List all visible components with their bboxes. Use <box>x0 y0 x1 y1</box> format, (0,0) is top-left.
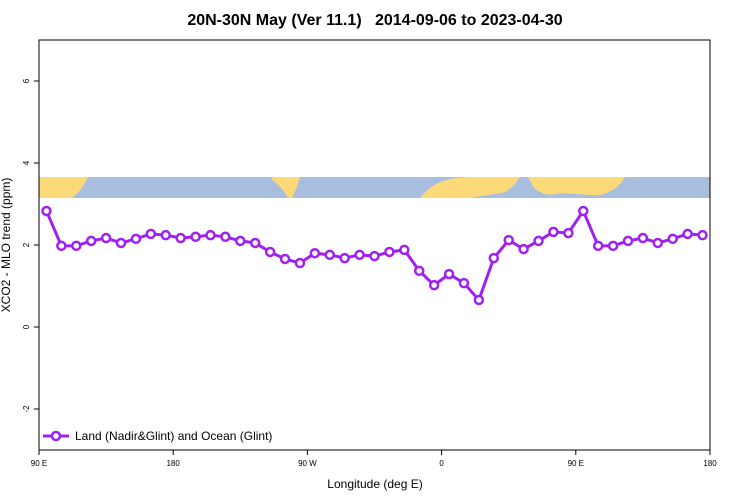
data-point <box>384 246 395 258</box>
data-point <box>682 228 693 240</box>
data-point <box>41 205 52 217</box>
data-point <box>473 294 485 306</box>
y-axis-label: XCO2 - MLO trend (ppm) <box>0 178 13 313</box>
map-band <box>39 177 710 198</box>
data-point <box>428 279 440 291</box>
data-point <box>249 237 261 249</box>
data-point <box>578 205 589 217</box>
x-tick-label: 90 E <box>31 459 47 468</box>
y-tick-label: 0 <box>22 324 31 329</box>
data-point <box>622 235 634 247</box>
data-point <box>56 240 67 252</box>
data-point <box>369 250 380 262</box>
data-point <box>592 240 604 252</box>
data-point <box>175 232 186 244</box>
data-point <box>607 240 619 252</box>
data-point <box>652 237 664 249</box>
data-point <box>115 237 127 249</box>
land <box>528 177 625 196</box>
land <box>272 177 300 198</box>
data-point <box>339 252 350 264</box>
data-point <box>130 233 142 245</box>
x-tick-label: 90 W <box>298 459 317 468</box>
data-point <box>309 247 321 259</box>
chart-title: 20N-30N May (Ver 11.1) 2014-09-06 to 202… <box>187 12 562 29</box>
land <box>420 177 520 198</box>
x-tick-label: 90 E <box>568 459 584 468</box>
data-point <box>324 249 336 261</box>
data-point <box>294 257 306 269</box>
data-point <box>488 252 500 264</box>
data-point <box>667 233 678 245</box>
y-tick-label: 4 <box>22 160 31 165</box>
data-point <box>190 231 201 243</box>
x-axis-label: Longitude (deg E) <box>327 477 422 491</box>
y-tick-label: 2 <box>22 242 31 247</box>
data-point <box>697 229 708 241</box>
data-point <box>443 268 455 280</box>
land <box>39 177 88 198</box>
data-point <box>503 234 514 246</box>
data-point <box>205 229 216 241</box>
data-point <box>279 253 291 265</box>
data-point <box>235 235 246 247</box>
data-point <box>548 226 559 238</box>
data-point <box>220 231 231 243</box>
legend-marker <box>50 430 62 442</box>
data-point <box>458 277 470 289</box>
data-point <box>518 243 529 255</box>
data-point <box>100 232 112 244</box>
data-point <box>354 249 365 261</box>
data-point <box>399 244 410 256</box>
x-tick-label: 180 <box>167 459 181 468</box>
x-tick-label: 180 <box>703 459 717 468</box>
data-point <box>533 235 544 247</box>
legend-label: Land (Nadir&Glint) and Ocean (Glint) <box>75 429 272 443</box>
data-point <box>160 229 171 241</box>
x-tick-label: 0 <box>439 459 444 468</box>
data-point <box>145 228 157 240</box>
data-point <box>71 240 82 252</box>
data-point <box>563 227 574 239</box>
data-point <box>413 265 425 277</box>
y-tick-label: 6 <box>22 78 31 83</box>
data-point <box>85 235 97 247</box>
data-point <box>264 246 276 258</box>
data-point <box>637 232 649 244</box>
y-tick-label: -2 <box>22 405 31 413</box>
